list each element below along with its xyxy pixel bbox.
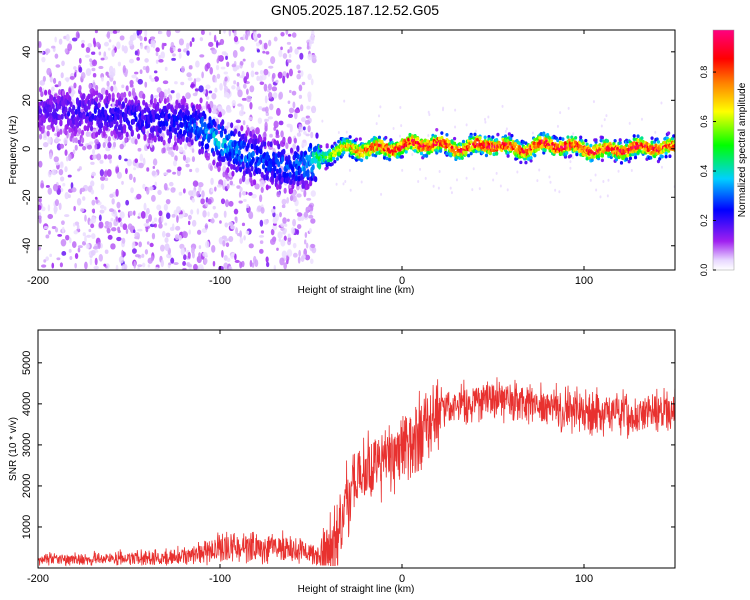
colorbar-tick-label: 0.6 (699, 115, 709, 128)
spectrogram-x-tick-label: 0 (399, 275, 405, 287)
colorbar-tick-label: 0.0 (699, 264, 709, 277)
spectrogram-y-axis-label: Frequency (Hz) (8, 116, 19, 185)
spectrogram-x-axis-label: Height of straight line (km) (298, 285, 415, 296)
figure-title: GN05.2025.187.12.52.G05 (271, 2, 439, 18)
snr-y-tick-label: 5000 (21, 351, 33, 375)
snr-frame (37, 329, 676, 569)
spectrogram-y-tick-label: -40 (21, 238, 33, 254)
spectrogram-x-tick-label: -100 (209, 275, 231, 287)
snr-y-tick-label: 4000 (21, 392, 33, 416)
spectrogram-x-tick-label: 100 (575, 275, 593, 287)
colorbar: 0.0 0.2 0.4 0.6 0.8 Normalized spectral ampl… (699, 29, 748, 277)
colorbar-gradient (712, 29, 735, 271)
snr-x-tick-label: -100 (209, 573, 231, 585)
snr-panel: -200 -100 0 100 1000 2000 3000 4000 5000 Height… (8, 329, 676, 595)
snr-x-tick-label: -200 (27, 573, 49, 585)
spectrogram-y-tick-label: 20 (21, 94, 33, 106)
spectrogram-x-tick-label: -200 (27, 275, 49, 287)
snr-y-tick-label: 1000 (21, 515, 33, 539)
colorbar-label: Normalized spectral amplitude (737, 82, 748, 217)
spectrogram-y-tick-label: 40 (21, 46, 33, 58)
snr-plot-area (38, 330, 675, 568)
colorbar-tick-label: 0.4 (699, 165, 709, 178)
snr-x-axis-label: Height of straight line (km) (298, 584, 415, 595)
colorbar-tick-label: 0.2 (699, 214, 709, 227)
snr-x-tick-label: 100 (575, 573, 593, 585)
spectrogram-frame (37, 29, 676, 271)
snr-series-line (38, 377, 675, 567)
snr-y-axis-label: SNR (10 * v/v) (8, 417, 19, 481)
colorbar-tick-label: 0.8 (699, 66, 709, 79)
snr-x-tick-label: 0 (399, 573, 405, 585)
snr-y-tick-label: 3000 (21, 433, 33, 457)
spectrogram-y-tick-label: -20 (21, 189, 33, 205)
spectrogram-y-tick-label: 0 (21, 146, 33, 152)
snr-y-tick-label: 2000 (21, 474, 33, 498)
